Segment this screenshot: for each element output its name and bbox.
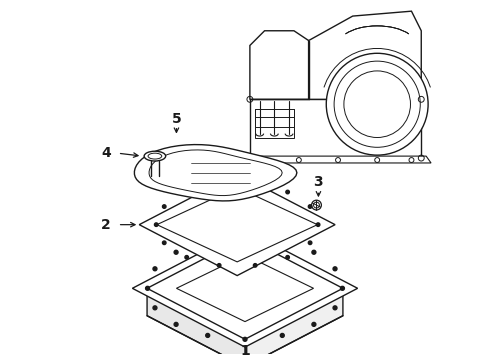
Bar	[254, 109, 293, 117]
Circle shape	[285, 190, 289, 194]
Polygon shape	[139, 174, 334, 276]
Circle shape	[316, 223, 319, 226]
Polygon shape	[132, 230, 357, 347]
Circle shape	[217, 264, 221, 267]
Polygon shape	[176, 255, 313, 321]
Polygon shape	[147, 237, 342, 339]
Circle shape	[153, 306, 157, 310]
Polygon shape	[134, 145, 296, 201]
Circle shape	[243, 235, 246, 239]
Circle shape	[162, 205, 165, 208]
Circle shape	[332, 267, 336, 271]
Circle shape	[145, 286, 149, 290]
Polygon shape	[244, 288, 342, 360]
Circle shape	[343, 71, 409, 138]
Polygon shape	[240, 156, 430, 163]
Text: 4: 4	[101, 146, 111, 160]
Polygon shape	[308, 11, 420, 99]
Text: 5: 5	[171, 112, 181, 126]
Bar	[254, 109, 293, 127]
Ellipse shape	[148, 153, 162, 159]
Circle shape	[311, 323, 315, 326]
Circle shape	[184, 190, 188, 194]
Circle shape	[307, 205, 311, 208]
Circle shape	[340, 286, 344, 290]
Circle shape	[184, 256, 188, 259]
Circle shape	[285, 256, 289, 259]
Polygon shape	[157, 188, 317, 262]
Circle shape	[153, 267, 157, 271]
Polygon shape	[147, 288, 244, 360]
Circle shape	[174, 250, 178, 254]
Text: 1: 1	[240, 344, 249, 358]
Circle shape	[307, 241, 311, 244]
Circle shape	[332, 306, 336, 310]
Text: 3: 3	[313, 175, 323, 189]
Circle shape	[280, 239, 284, 243]
Polygon shape	[149, 150, 282, 195]
Polygon shape	[249, 31, 308, 99]
Circle shape	[253, 182, 256, 186]
Circle shape	[154, 223, 158, 226]
Circle shape	[205, 239, 209, 243]
Circle shape	[174, 323, 178, 326]
Circle shape	[253, 264, 256, 267]
Text: 2: 2	[101, 218, 111, 231]
Ellipse shape	[144, 151, 165, 161]
Polygon shape	[249, 99, 420, 158]
Circle shape	[280, 333, 284, 337]
Circle shape	[205, 333, 209, 337]
Circle shape	[311, 250, 315, 254]
Circle shape	[333, 61, 419, 147]
Circle shape	[243, 337, 246, 341]
Circle shape	[217, 182, 221, 186]
Circle shape	[325, 53, 427, 155]
Bar	[254, 109, 293, 139]
Circle shape	[162, 241, 165, 244]
